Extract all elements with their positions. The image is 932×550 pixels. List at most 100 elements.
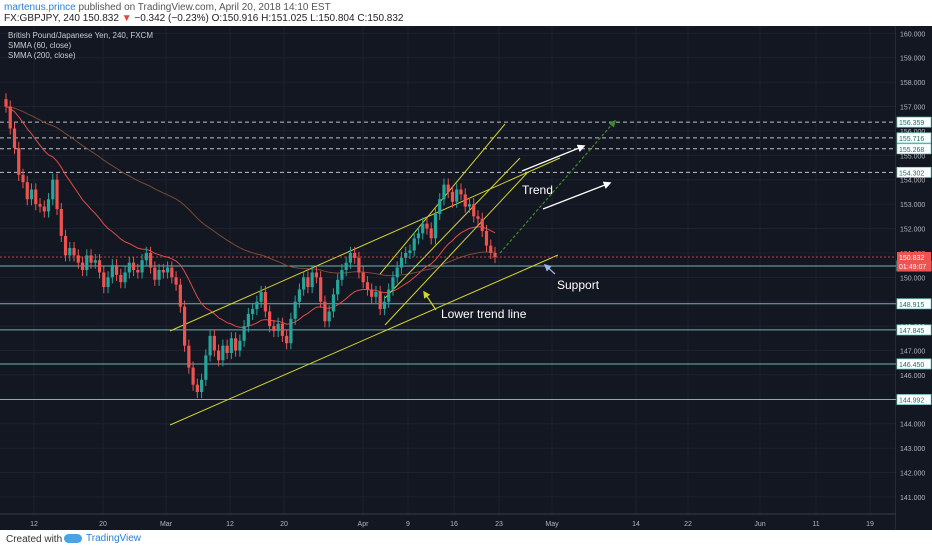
candle-body — [225, 345, 229, 353]
tradingview-cloud-icon — [64, 534, 82, 543]
time-axis-labels: 12 20 Mar 12 20 Apr 9 16 23 May 14 22 Jun 11 19 — [0, 513, 896, 528]
annotation-trend: Trend — [522, 183, 553, 197]
channel-line — [384, 171, 529, 326]
trend-arrow-upper — [521, 144, 586, 172]
candle-body — [140, 260, 144, 273]
candle-body — [212, 335, 216, 351]
legend-smma60: SMMA (60, close) — [8, 41, 71, 50]
publish-line: martenus.prince published on TradingView… — [4, 2, 331, 13]
candle-body — [55, 179, 59, 209]
candle-body — [285, 335, 289, 344]
candle-body — [387, 289, 391, 302]
candle-body — [336, 279, 340, 295]
candle-body — [378, 291, 382, 310]
level-tag-text: 144.992 — [899, 398, 924, 405]
candle-body — [408, 250, 412, 253]
candle-body — [46, 199, 51, 212]
price-axis[interactable] — [896, 26, 932, 530]
candle-body — [25, 182, 29, 200]
candle-body — [21, 174, 25, 183]
candle-body — [484, 230, 489, 246]
candle-body — [442, 184, 446, 200]
publish-header: martenus.prince published on TradingView… — [0, 0, 932, 26]
price-tick-label: 143.000 — [900, 446, 925, 453]
price-tick-label: 144.000 — [900, 422, 925, 429]
published-text: published on TradingView.com, April 20, … — [78, 2, 331, 13]
price-tick-label: 150.000 — [900, 275, 925, 282]
candle-body — [421, 223, 425, 234]
chart-legend: British Pound/Japanese Yen, 240, FXCM SM… — [8, 31, 153, 60]
candle-body — [493, 252, 497, 258]
countdown-text: 01:49:07 — [899, 264, 926, 271]
candle-body — [102, 272, 106, 288]
candlesticks — [4, 93, 497, 399]
change-text: −0.342 (−0.23%) — [134, 13, 209, 24]
candle-body — [217, 350, 221, 361]
candle-body — [433, 213, 438, 239]
candle-body — [200, 379, 204, 392]
price-tick-label: 154.000 — [900, 178, 925, 185]
ohlc-text: O:150.916 H:151.025 L:150.804 C:150.832 — [211, 13, 404, 24]
candle-body — [302, 277, 306, 290]
candle-body — [429, 228, 433, 239]
candle-body — [293, 301, 297, 319]
candle-body — [51, 179, 55, 200]
price-tick-label: 160.000 — [900, 31, 925, 38]
lower-trend-arrow — [423, 290, 437, 311]
candle-body — [340, 270, 344, 280]
candle-body — [327, 311, 331, 322]
candle-body — [4, 99, 8, 107]
candle-body — [17, 148, 21, 175]
candle-body — [148, 252, 153, 268]
annotation-labels: Trend Support Lower trend line — [441, 183, 600, 321]
tradingview-logo[interactable]: TradingView — [64, 533, 141, 544]
candle-body — [489, 245, 493, 253]
candle-body — [221, 345, 225, 361]
level-tag — [896, 166, 932, 178]
time-tick-label: 9 — [406, 521, 410, 528]
price-tick-label: 152.000 — [900, 227, 925, 234]
candle-body — [259, 291, 263, 302]
candle-body — [12, 128, 17, 148]
candle-body — [297, 289, 301, 302]
time-tick-label: 20 — [99, 521, 107, 528]
horizontal-levels — [0, 121, 896, 401]
candle-body — [72, 248, 76, 256]
price-chart[interactable]: Trend Support Lower trend line 141.000 142.… — [0, 26, 932, 530]
candle-body — [110, 265, 114, 278]
target-arrow — [499, 119, 616, 254]
candle-body — [161, 270, 165, 273]
time-tick-label: 12 — [226, 521, 234, 528]
price-tick-label: 146.000 — [900, 373, 925, 380]
candle-body — [204, 355, 208, 380]
annotation-support: Support — [557, 278, 600, 292]
created-with-text: Created with — [6, 534, 63, 545]
level-tag-text: 147.845 — [899, 328, 924, 335]
candle-body — [480, 218, 484, 231]
candle-body — [229, 338, 233, 353]
candle-body — [97, 260, 102, 273]
candle-body — [119, 274, 123, 283]
candle-body — [412, 238, 416, 251]
price-tick-label: 141.000 — [900, 495, 925, 502]
candle-body — [459, 189, 463, 195]
candle-body — [106, 277, 110, 288]
level-tag-text: 156.359 — [899, 120, 924, 127]
support-arrow — [543, 264, 556, 275]
candle-body — [446, 184, 450, 192]
time-tick-label: Mar — [160, 521, 173, 528]
level-tag-text: 148.915 — [899, 302, 924, 309]
candle-body — [425, 223, 429, 229]
candle-body — [289, 318, 293, 344]
candle-body — [344, 262, 348, 270]
chart-title: British Pound/Japanese Yen, 240, FXCM — [8, 31, 153, 40]
candle-body — [374, 291, 378, 297]
candle-body — [348, 252, 353, 263]
candle-body — [127, 262, 131, 273]
legend-smma200: SMMA (200, close) — [8, 51, 76, 60]
time-tick-label: May — [545, 521, 559, 528]
smma60-line — [5, 106, 496, 328]
level-tag — [896, 143, 932, 155]
chart-area[interactable]: Trend Support Lower trend line 141.000 142.… — [0, 26, 932, 530]
author-link[interactable]: martenus.prince — [4, 2, 76, 13]
